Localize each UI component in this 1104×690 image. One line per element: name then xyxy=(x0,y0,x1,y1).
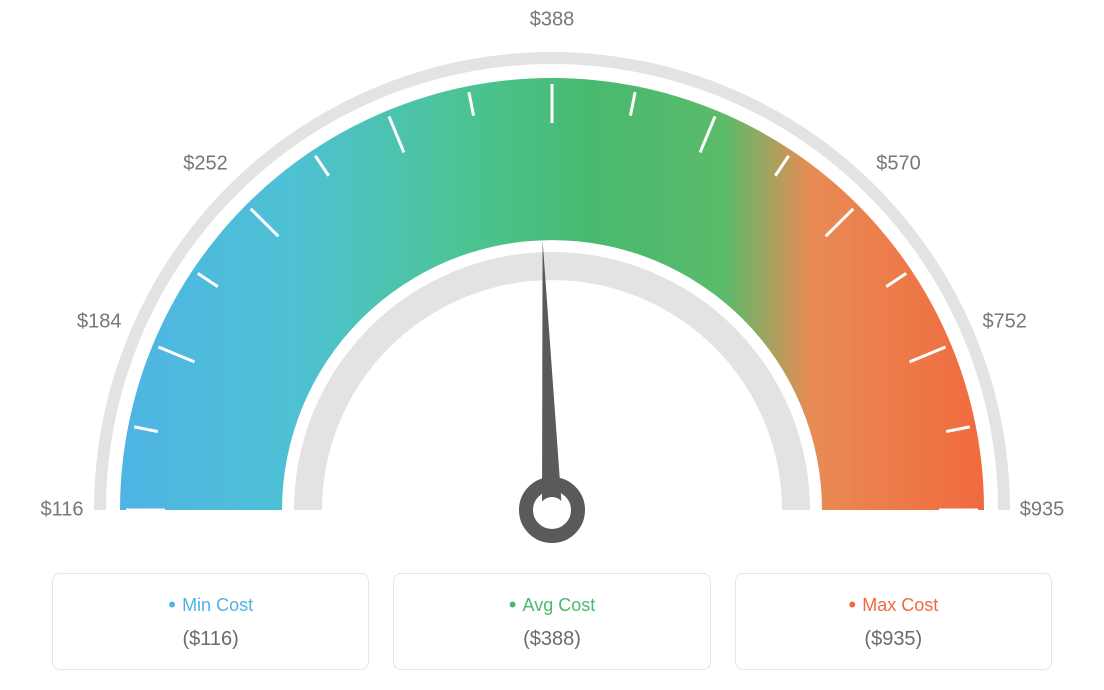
legend-label-min-text: Min Cost xyxy=(182,595,253,615)
legend-label-max: Max Cost xyxy=(736,592,1051,618)
legend-card-min: Min Cost ($116) xyxy=(52,573,369,670)
gauge-tick-label: $116 xyxy=(40,499,83,522)
legend-card-max: Max Cost ($935) xyxy=(735,573,1052,670)
legend-label-avg: Avg Cost xyxy=(394,592,709,618)
gauge-tick-label: $388 xyxy=(530,9,575,32)
gauge-tick-label: $752 xyxy=(982,311,1027,334)
legend-row: Min Cost ($116) Avg Cost ($388) Max Cost… xyxy=(0,573,1104,670)
gauge-svg xyxy=(0,0,1104,560)
chart-container: $116 $184 $252 $388 $570 $752 $935 Min Cost ($… xyxy=(0,0,1104,690)
gauge-tick-label: $935 xyxy=(1020,499,1065,522)
legend-value-avg: ($388) xyxy=(394,628,709,651)
legend-value-max: ($935) xyxy=(736,628,1051,651)
gauge-tick-label: $252 xyxy=(183,152,228,175)
legend-value-min: ($116) xyxy=(53,628,368,651)
gauge-area: $116 $184 $252 $388 $570 $752 $935 xyxy=(0,0,1104,560)
gauge-tick-label: $570 xyxy=(876,152,921,175)
legend-label-avg-text: Avg Cost xyxy=(523,595,596,615)
legend-card-avg: Avg Cost ($388) xyxy=(393,573,710,670)
legend-label-max-text: Max Cost xyxy=(862,595,938,615)
gauge-tick-label: $184 xyxy=(77,311,122,334)
legend-label-min: Min Cost xyxy=(53,592,368,618)
